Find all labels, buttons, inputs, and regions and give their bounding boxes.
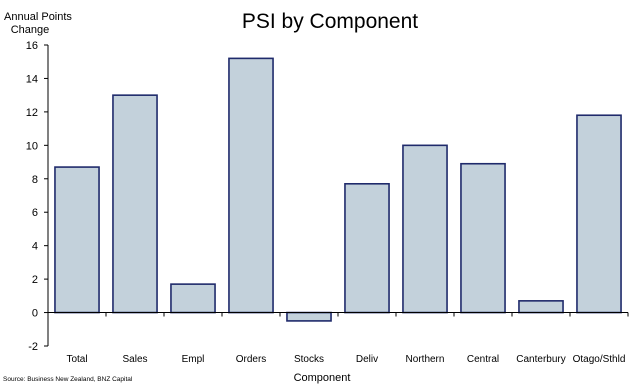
y-tick-label: 8 xyxy=(32,174,38,186)
x-tick-label: Central xyxy=(467,354,499,365)
bar-otago-sthld xyxy=(576,114,622,314)
y-axis-label-line2: Change xyxy=(11,24,50,36)
bar-northern xyxy=(402,144,448,314)
x-axis-label: Component xyxy=(294,372,351,384)
y-tick-label: 4 xyxy=(32,241,38,253)
y-tick-label: 0 xyxy=(32,308,38,320)
y-axis-label-line1: Annual Points xyxy=(4,11,72,23)
x-tick-label: Stocks xyxy=(294,354,324,365)
chart-title: PSI by Component xyxy=(242,10,418,33)
x-tick-label: Sales xyxy=(122,354,147,365)
source-note: Source: Business New Zealand, BNZ Capita… xyxy=(3,376,133,383)
bar-orders xyxy=(228,57,274,314)
x-tick-label: Orders xyxy=(236,354,267,365)
y-tick-label: 10 xyxy=(26,140,38,152)
x-tick-label: Empl xyxy=(182,354,205,365)
x-tick-label: Northern xyxy=(406,354,445,365)
bars xyxy=(54,57,622,322)
y-tick-label: -2 xyxy=(28,341,38,353)
x-tick-label: Deliv xyxy=(356,354,378,365)
y-tick-label: 12 xyxy=(26,107,38,119)
y-tick-label: 14 xyxy=(26,73,38,85)
y-tick-label: 16 xyxy=(26,40,38,52)
x-tick-label: Canterbury xyxy=(516,354,565,365)
bar-total xyxy=(54,166,100,314)
bar-deliv xyxy=(344,182,390,314)
bar-sales xyxy=(112,94,158,314)
y-axis-ticks: -2 0 2 4 6 8 10 12 14 16 xyxy=(26,40,48,353)
x-tick-label: Otago/Sthld xyxy=(573,354,626,365)
y-tick-label: 2 xyxy=(32,274,38,286)
y-tick-label: 6 xyxy=(32,207,38,219)
bar-canterbury xyxy=(518,300,564,314)
x-axis-ticks: Total Sales Empl Orders Stocks Deliv Northern C… xyxy=(47,312,629,365)
bar-stocks xyxy=(286,311,332,322)
bar-central xyxy=(460,162,506,314)
bar-empl xyxy=(170,283,216,314)
x-tick-label: Total xyxy=(66,354,87,365)
